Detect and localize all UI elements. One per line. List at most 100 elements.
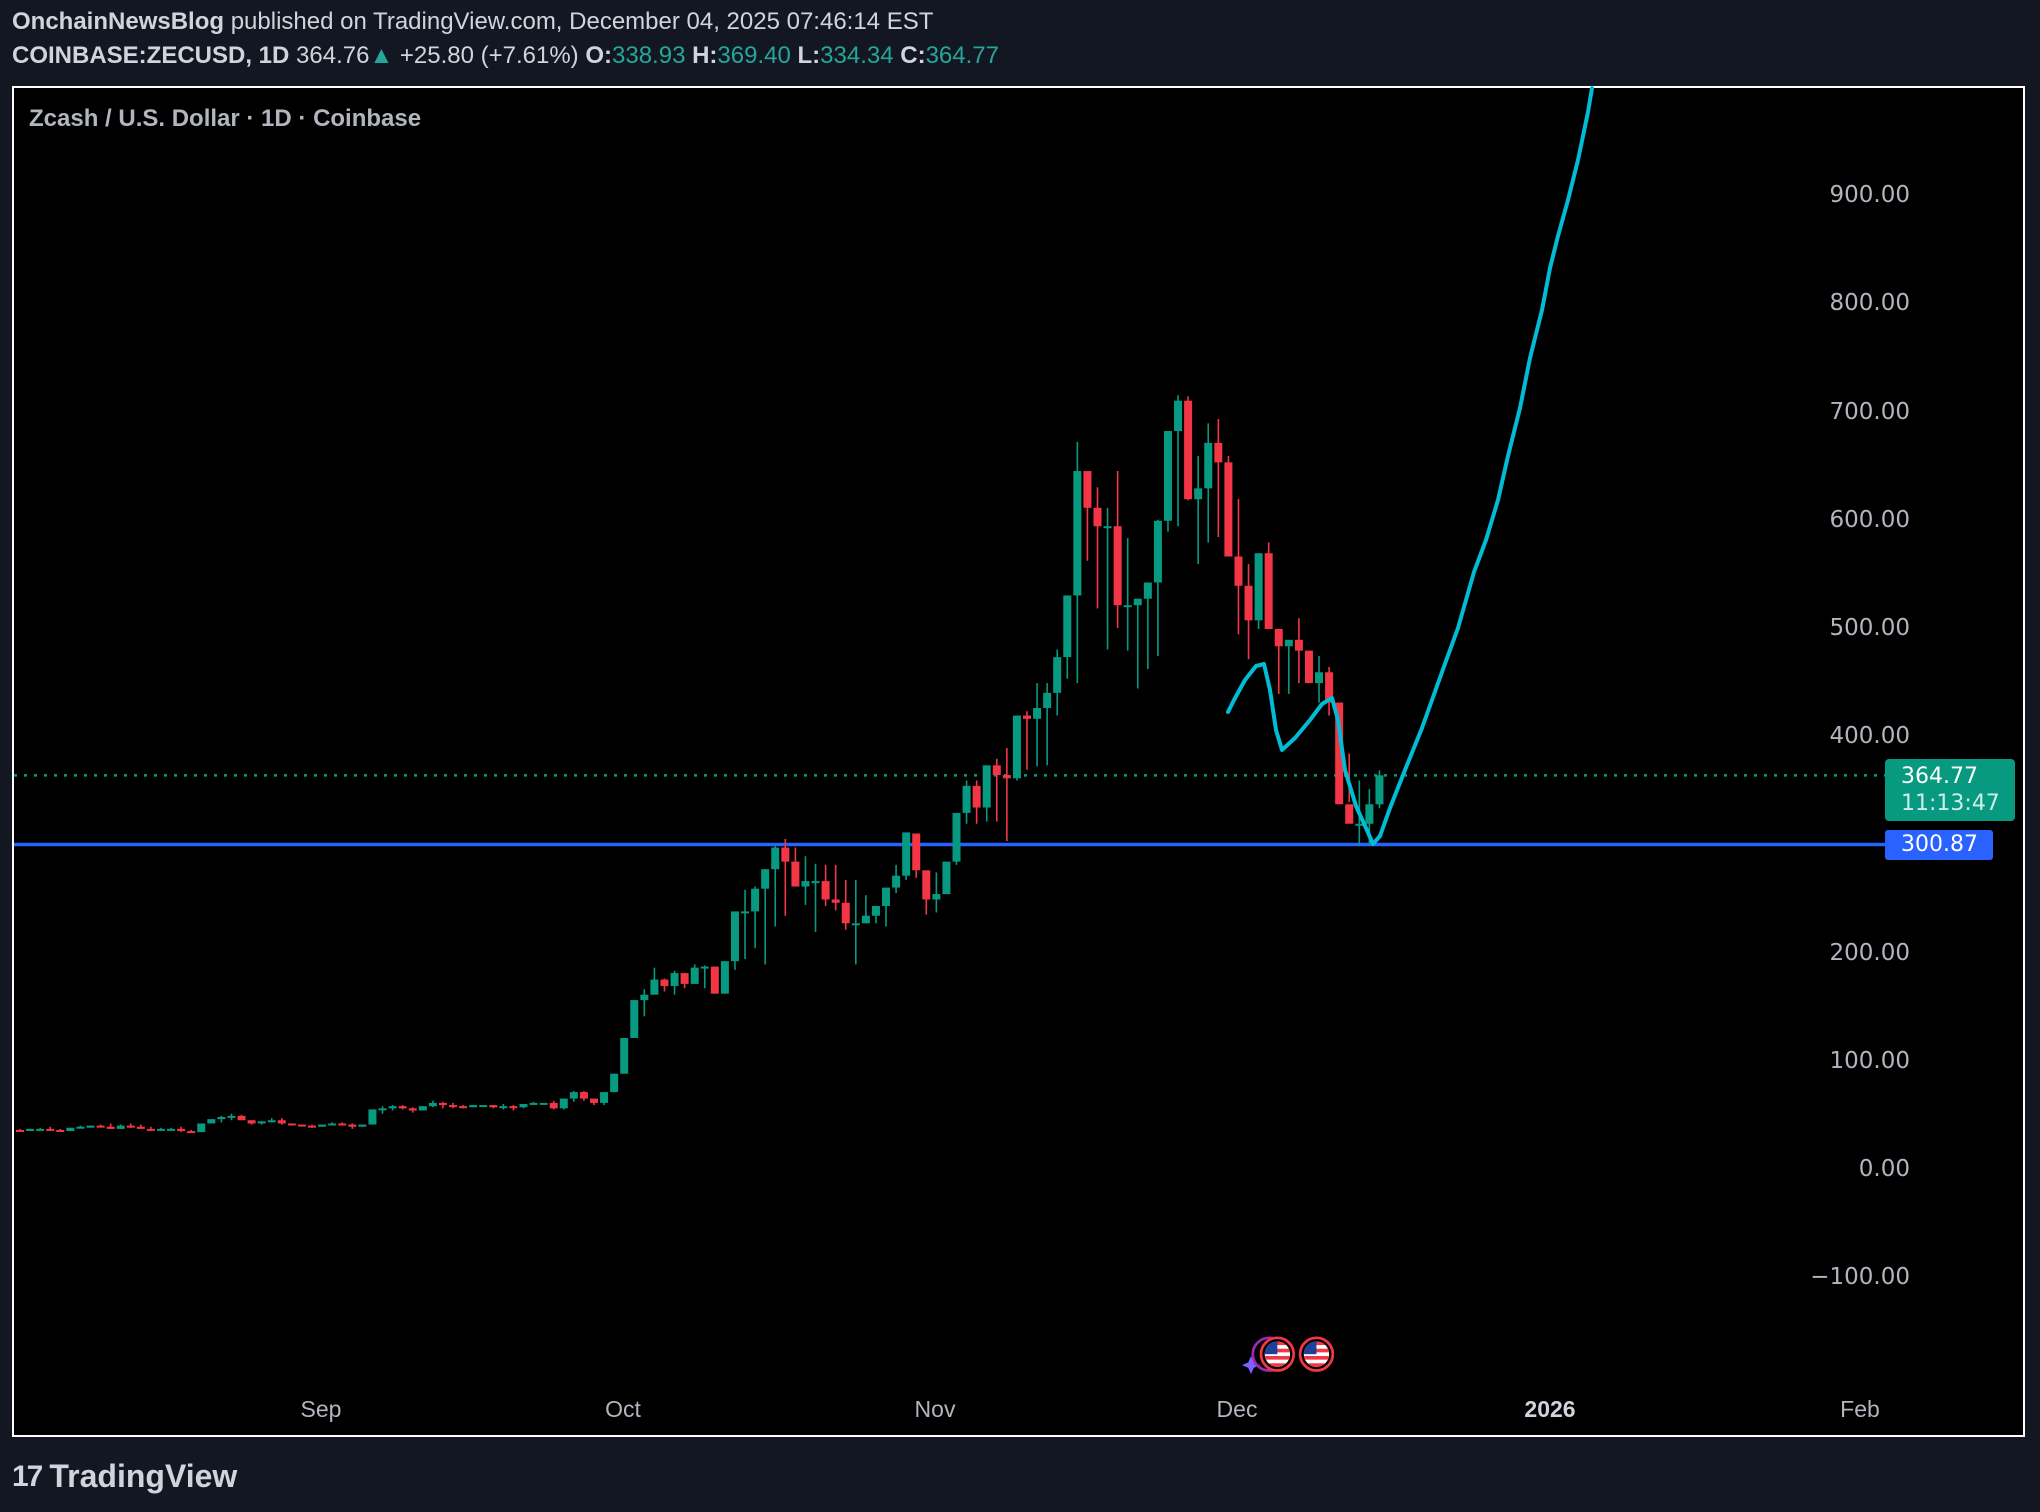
candle-body	[66, 1127, 75, 1132]
symbol-info: COINBASE:ZECUSD, 1D 364.76▲ +25.80 (+7.6…	[12, 42, 999, 70]
high-value: 369.40	[717, 42, 791, 69]
us-flag-icon[interactable]	[1259, 1336, 1296, 1372]
candle-body	[549, 1102, 558, 1109]
candle-body	[1033, 707, 1042, 719]
price-tick: 0.00	[1858, 1156, 1910, 1182]
candle-body	[660, 979, 669, 987]
candle-body	[720, 961, 729, 994]
bar-countdown: 11:13:47	[1901, 791, 2000, 816]
candle-body	[36, 1128, 45, 1131]
candle-body	[932, 894, 941, 900]
candle-body	[358, 1124, 367, 1127]
time-tick: Sep	[300, 1396, 342, 1422]
tradingview-brand[interactable]: 17 TradingView	[12, 1458, 237, 1495]
candle-body	[730, 911, 739, 962]
candle-body	[328, 1123, 337, 1126]
candle-body	[297, 1124, 306, 1127]
price-change: +25.80 (+7.61%)	[399, 42, 579, 69]
candle-body	[428, 1102, 437, 1107]
candle-body	[972, 785, 981, 808]
candle-body	[16, 1129, 24, 1132]
candle-body	[1294, 639, 1303, 651]
candle-body	[348, 1124, 357, 1127]
price-tick: 900.00	[1829, 182, 1910, 209]
candle-body	[257, 1121, 266, 1124]
candle-body	[86, 1125, 95, 1128]
candle-body	[1053, 657, 1062, 693]
price-tick: 700.00	[1829, 398, 1910, 425]
candle-body	[529, 1102, 538, 1105]
time-tick: 2026	[1524, 1396, 1576, 1422]
candle-body	[217, 1116, 226, 1120]
candle-body	[1315, 672, 1324, 684]
last-price-value: 364.77	[1901, 764, 1978, 789]
candle-body	[771, 847, 780, 870]
candle-body	[1194, 488, 1203, 500]
up-arrow-icon: ▲	[369, 42, 394, 69]
time-tick: Oct	[605, 1396, 641, 1422]
candle-body	[801, 881, 810, 887]
candle-body	[871, 905, 880, 916]
candle-body	[1325, 672, 1334, 703]
author-name[interactable]: OnchainNewsBlog	[12, 8, 225, 35]
candle-body	[539, 1102, 548, 1105]
candle-body	[1174, 400, 1183, 431]
open-value: 338.93	[612, 42, 686, 69]
candle-body	[267, 1120, 276, 1123]
candle-body	[1214, 442, 1223, 463]
candle-body	[1012, 715, 1021, 779]
candle-body	[620, 1037, 629, 1074]
candle-body	[781, 847, 790, 862]
candle-body	[509, 1106, 518, 1109]
candle-body	[197, 1123, 206, 1133]
candle-body	[851, 923, 860, 926]
candle-body	[569, 1092, 578, 1099]
candle-body	[1184, 400, 1193, 500]
last-price: 364.76	[296, 42, 370, 69]
candle-body	[167, 1128, 176, 1131]
candle-body	[861, 915, 870, 924]
candle-body	[277, 1120, 286, 1124]
candle-body	[469, 1105, 478, 1108]
candle-body	[338, 1123, 347, 1126]
candle-body	[1355, 823, 1364, 826]
price-tick: 200.00	[1829, 939, 1910, 966]
candle-body	[438, 1102, 447, 1106]
candle-body	[136, 1126, 145, 1129]
time-tick: Dec	[1216, 1396, 1258, 1422]
candle-body	[841, 902, 850, 924]
us-flag-icon[interactable]	[1298, 1336, 1335, 1372]
candle-body	[227, 1115, 236, 1118]
candle-body	[1063, 595, 1072, 658]
candle-body	[811, 881, 820, 884]
open-label: O:	[585, 42, 613, 69]
candle-body	[247, 1120, 256, 1124]
candle-body	[579, 1092, 588, 1099]
candle-body	[690, 967, 699, 984]
close-value: 364.77	[925, 42, 999, 69]
candle-body	[741, 911, 750, 914]
candle-body	[418, 1106, 427, 1111]
candle-body	[1163, 430, 1172, 521]
horizontal-level-label[interactable]: 300.87	[1885, 830, 1993, 860]
candle-body	[459, 1106, 468, 1109]
candle-body	[640, 994, 649, 1001]
candle-body	[388, 1106, 397, 1109]
candle-body	[1123, 605, 1132, 608]
candle-body	[761, 869, 770, 889]
low-label: L:	[797, 42, 821, 69]
candle-body	[922, 870, 931, 900]
projection-path	[1226, 86, 1594, 846]
candle-body	[318, 1124, 327, 1127]
candle-body	[680, 973, 689, 984]
chart-title: Zcash / U.S. Dollar · 1D · Coinbase	[29, 105, 422, 132]
candle-body	[26, 1128, 35, 1132]
candle-body	[156, 1128, 165, 1131]
candle-body	[499, 1106, 508, 1109]
economic-events[interactable]	[1236, 1336, 1366, 1376]
candle-body	[882, 887, 891, 906]
publish-info: OnchainNewsBlog published on TradingView…	[12, 8, 933, 36]
candle-body	[791, 861, 800, 887]
candle-body	[982, 765, 991, 808]
